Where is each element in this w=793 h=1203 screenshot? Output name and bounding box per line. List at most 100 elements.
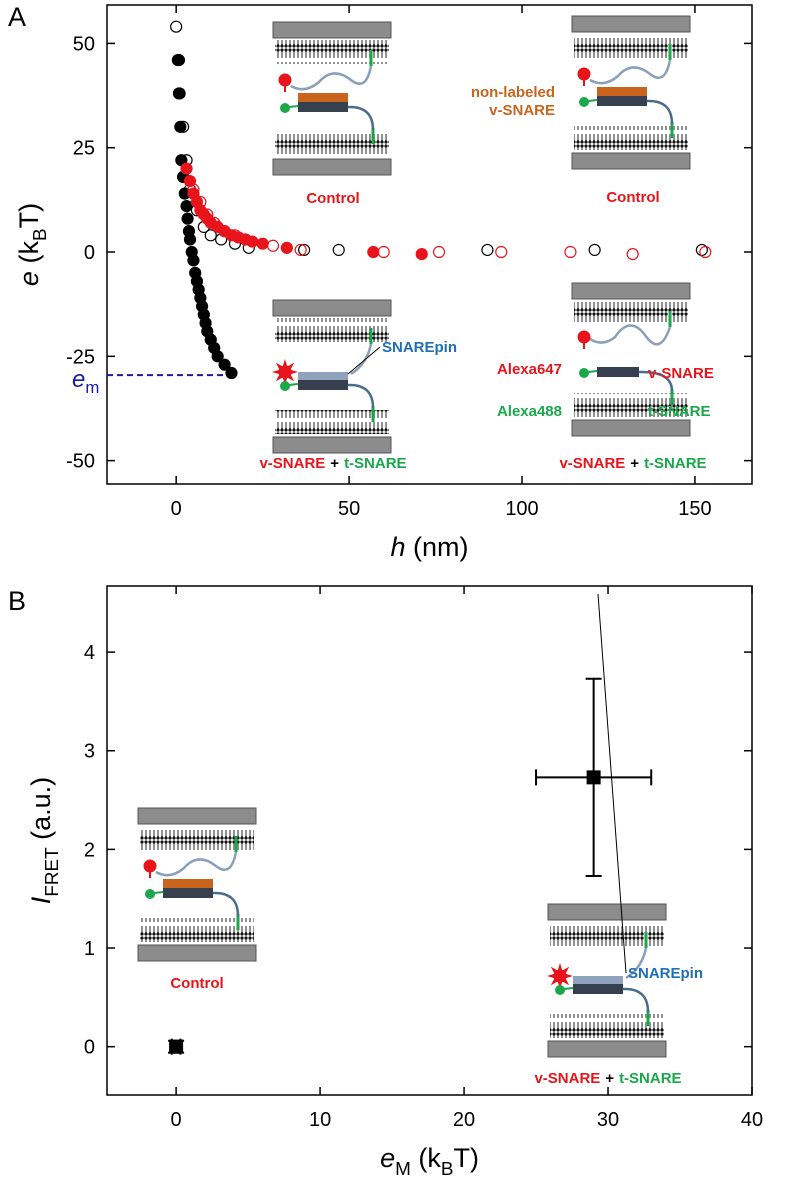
bilayer	[550, 1014, 664, 1038]
leader-line	[347, 346, 381, 375]
label-part: m	[85, 378, 99, 397]
label-part: e	[72, 366, 85, 393]
annotation-part: t-SNARE	[648, 403, 711, 420]
annotation-part: v-SNARE	[559, 455, 625, 472]
acceptor-dye	[278, 73, 292, 87]
x-tick-label: 50	[338, 498, 360, 520]
data-point	[204, 229, 217, 242]
bilayer	[275, 410, 389, 434]
x-tick-label: 20	[453, 1109, 475, 1131]
label-part: e	[380, 1143, 395, 1173]
t-snare-tail	[622, 987, 650, 1013]
annotation: SNAREpin	[382, 339, 457, 356]
v-snare-helix	[573, 976, 623, 984]
annotation-part: +	[605, 1070, 614, 1087]
data-point	[280, 241, 293, 254]
t-snare	[573, 984, 623, 994]
inset-diagram	[272, 21, 392, 176]
donor-dye	[579, 368, 589, 378]
x-axis-label: eM (kBT)	[380, 1143, 479, 1180]
data-point	[294, 243, 307, 257]
data-point	[495, 245, 508, 259]
v-snare	[290, 65, 373, 91]
dye-link	[288, 105, 299, 108]
data-point	[180, 200, 193, 213]
annotation-part: SNAREpin	[628, 965, 703, 982]
label-part: h	[390, 532, 405, 562]
reference-label: em	[72, 366, 99, 397]
t-snare	[298, 380, 348, 390]
data-point	[194, 195, 207, 209]
v-snare	[350, 343, 373, 376]
annotation: Alexa647	[497, 361, 562, 378]
data-point	[367, 245, 380, 259]
dye-link	[153, 891, 164, 894]
donor-dye	[280, 103, 290, 113]
t-snare	[597, 367, 639, 377]
v-snare	[589, 324, 672, 346]
annotation-part: Alexa647	[497, 361, 562, 378]
annotation: t-SNARE	[648, 403, 711, 420]
annotation: Control	[606, 189, 659, 206]
label-part: B	[441, 1159, 454, 1180]
acceptor-dye	[553, 969, 567, 983]
data-point	[171, 53, 184, 67]
panel-letter: B	[8, 586, 26, 616]
t-snare	[298, 102, 348, 112]
annotation-part: non-labeled	[471, 84, 555, 101]
inset-diagram	[272, 299, 392, 454]
y-tick-label: 4	[84, 642, 95, 664]
t-snare	[163, 888, 213, 898]
annotation: SNAREpin	[628, 965, 703, 982]
bilayer	[275, 132, 389, 156]
data-point	[183, 233, 197, 246]
bilayer	[574, 126, 688, 150]
label-part: (k	[14, 241, 44, 271]
data-point	[187, 183, 200, 196]
data-point	[172, 87, 186, 100]
x-axis-label: h (nm)	[390, 532, 468, 562]
annotation-part: Control	[306, 190, 359, 207]
unlabeled-v-snare	[163, 879, 213, 888]
annotation: Control	[306, 190, 359, 207]
support	[571, 152, 691, 170]
support	[571, 15, 691, 33]
v-snare-helix	[298, 372, 348, 380]
data-point	[239, 233, 252, 246]
support	[137, 944, 257, 962]
data-point	[266, 239, 280, 252]
label-part: e	[14, 271, 44, 286]
unlabeled-v-snare	[597, 87, 647, 96]
y-axis-label: e (kBT)	[14, 203, 51, 286]
data-point	[170, 20, 183, 33]
label-part: B	[30, 228, 51, 241]
donor-dye	[555, 985, 565, 995]
data-point	[187, 254, 200, 267]
dye-link	[563, 987, 574, 990]
label-part: (k	[411, 1143, 441, 1173]
y-tick-label: 0	[84, 242, 95, 264]
inset-diagram	[137, 807, 257, 962]
data-point	[695, 243, 708, 257]
leader-line	[597, 593, 627, 974]
y-tick-label: 3	[84, 741, 95, 763]
t-snare-tail	[212, 891, 240, 917]
annotation: v-SNARE	[489, 102, 555, 119]
dye-link	[587, 99, 598, 102]
donor-dye	[280, 381, 290, 391]
inset-diagram	[571, 282, 691, 437]
v-snare	[155, 851, 238, 877]
data-point	[298, 243, 311, 257]
x-tick-label: 150	[678, 498, 711, 520]
annotation-part: v-SNARE	[534, 1070, 600, 1087]
data-point	[180, 162, 193, 175]
unlabeled-v-snare	[298, 93, 348, 102]
label-part: T)	[453, 1143, 478, 1173]
y-tick-label: -25	[66, 346, 95, 368]
annotation: non-labeled	[471, 84, 555, 101]
y-tick-label: 25	[73, 138, 95, 160]
y-tick-label: 1	[84, 938, 95, 960]
t-snare-tail	[347, 105, 375, 131]
data-point	[211, 350, 224, 363]
inset-diagram	[571, 15, 691, 170]
